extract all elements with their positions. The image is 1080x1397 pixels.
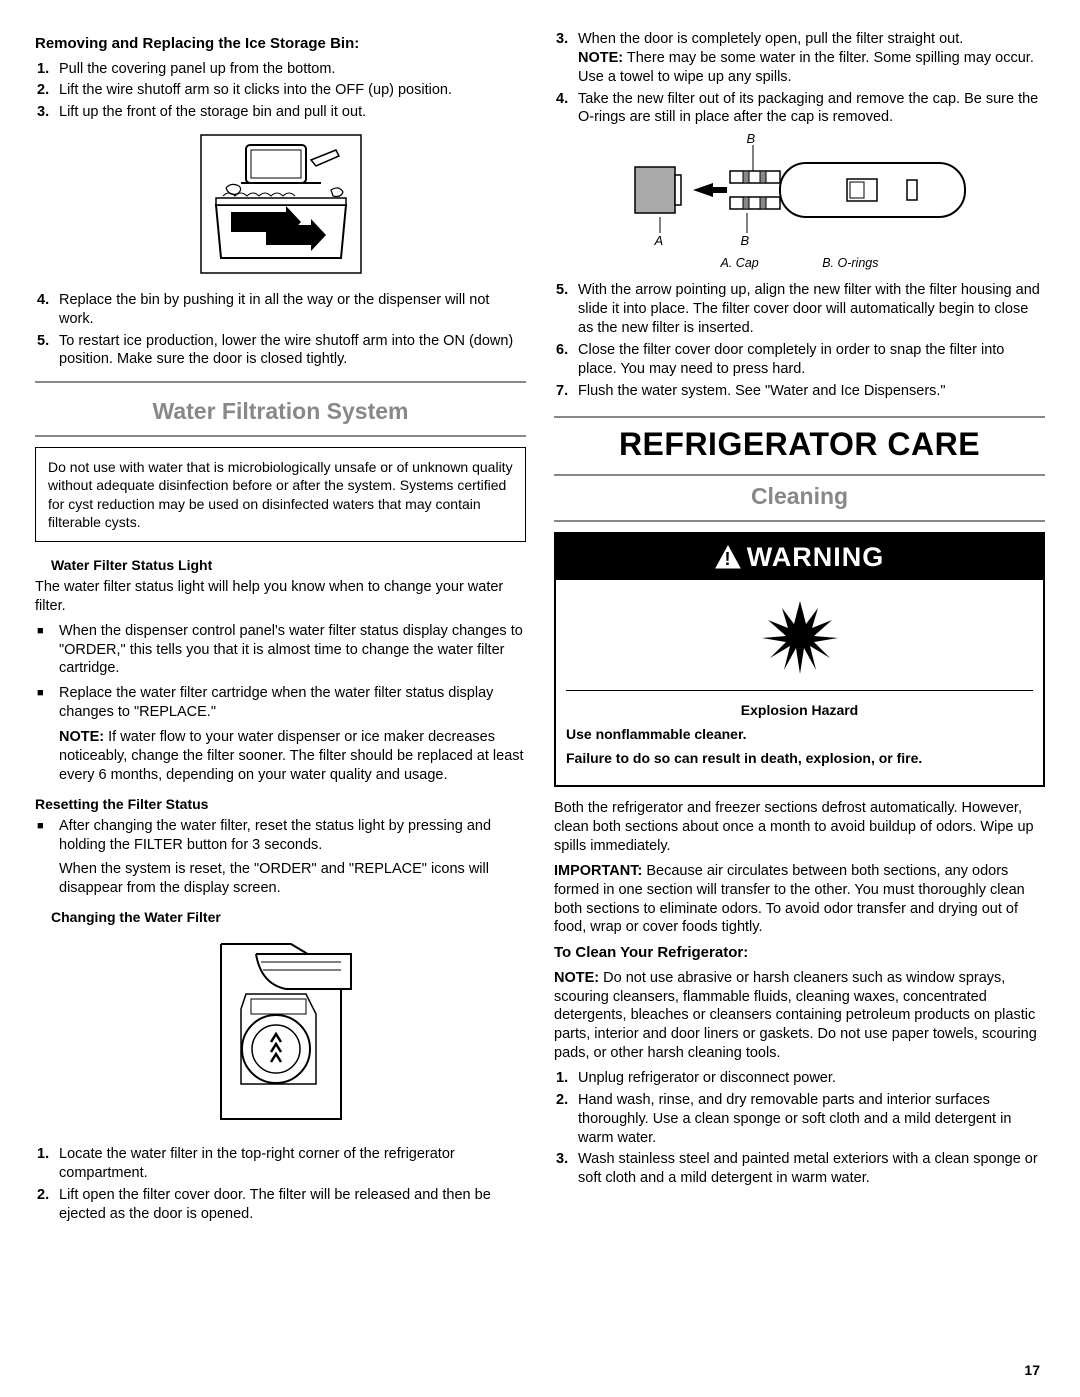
page-number: 17 (1024, 1361, 1040, 1379)
explosion-icon-row (566, 588, 1033, 691)
change-filter-cont-steps-1: 3. When the door is completely open, pul… (554, 30, 1045, 127)
refrigerator-care-title: REFRIGERATOR CARE (554, 424, 1045, 466)
to-clean-heading: To Clean Your Refrigerator: (554, 943, 1045, 963)
cleaning-para-1: Both the refrigerator and freezer sectio… (554, 799, 1045, 856)
filter-door-figure (35, 934, 526, 1135)
list-item: ■Replace the water filter cartridge when… (35, 684, 526, 722)
list-item: 3.Lift up the front of the storage bin a… (35, 103, 526, 122)
change-filter-heading: Changing the Water Filter (51, 908, 526, 926)
list-item: 5.With the arrow pointing up, align the … (554, 281, 1045, 338)
cleaning-title: Cleaning (554, 482, 1045, 512)
list-item: 3.Wash stainless steel and painted metal… (554, 1150, 1045, 1188)
change-filter-cont-steps-2: 5.With the arrow pointing up, align the … (554, 281, 1045, 400)
reset-heading: Resetting the Filter Status (35, 795, 526, 813)
list-item: 1.Unplug refrigerator or disconnect powe… (554, 1069, 1045, 1088)
list-item: 4.Take the new filter out of its packagi… (554, 90, 1045, 128)
remove-bin-heading: Removing and Replacing the Ice Storage B… (35, 34, 526, 54)
cleaning-important: IMPORTANT: Because air circulates betwee… (554, 862, 1045, 937)
filtration-callout: Do not use with water that is microbiolo… (35, 447, 526, 542)
warning-box: ! WARNING Explosion Hazard Use nonflamma… (554, 532, 1045, 788)
page-columns: Removing and Replacing the Ice Storage B… (35, 30, 1045, 1229)
status-light-note: NOTE: If water flow to your water dispen… (35, 728, 526, 785)
list-item: 7.Flush the water system. See "Water and… (554, 382, 1045, 401)
status-light-bullets: ■When the dispenser control panel's wate… (35, 622, 526, 722)
warning-text: Explosion Hazard Use nonflammable cleane… (566, 701, 1033, 768)
cap-labels: A. Cap B. O-rings (554, 255, 1045, 271)
right-column: 3. When the door is completely open, pul… (554, 30, 1045, 1229)
reset-bullets: ■After changing the water filter, reset … (35, 817, 526, 855)
explosion-icon (760, 596, 840, 674)
status-light-heading: Water Filter Status Light (51, 556, 526, 574)
ice-bin-figure (35, 130, 526, 281)
list-item: 2.Hand wash, rinse, and dry removable pa… (554, 1091, 1045, 1148)
list-item: 2.Lift open the filter cover door. The f… (35, 1186, 526, 1224)
remove-bin-steps-1: 1.Pull the covering panel up from the bo… (35, 60, 526, 123)
cleaning-note: NOTE: Do not use abrasive or harsh clean… (554, 969, 1045, 1063)
list-item: 1.Pull the covering panel up from the bo… (35, 60, 526, 79)
status-light-intro: The water filter status light will help … (35, 578, 526, 616)
list-item: 1.Locate the water filter in the top-rig… (35, 1145, 526, 1183)
cleaning-steps: 1.Unplug refrigerator or disconnect powe… (554, 1069, 1045, 1188)
warning-header: ! WARNING (556, 534, 1043, 580)
list-item: 4.Replace the bin by pushing it in all t… (35, 291, 526, 329)
care-title-wrap: REFRIGERATOR CARE (554, 416, 1045, 476)
list-item: 3. When the door is completely open, pul… (554, 30, 1045, 87)
left-column: Removing and Replacing the Ice Storage B… (35, 30, 526, 1229)
reset-para: When the system is reset, the "ORDER" an… (35, 860, 526, 898)
warning-triangle-icon: ! (715, 545, 741, 569)
water-filtration-title: Water Filtration System (35, 397, 526, 427)
list-item: 5.To restart ice production, lower the w… (35, 332, 526, 370)
filter-cap-figure: B A B A. Cap B. O-rings (554, 135, 1045, 271)
remove-bin-steps-2: 4.Replace the bin by pushing it in all t… (35, 291, 526, 369)
change-filter-steps: 1.Locate the water filter in the top-rig… (35, 1145, 526, 1223)
svg-text:!: ! (724, 549, 731, 569)
list-item: 2.Lift the wire shutoff arm so it clicks… (35, 81, 526, 100)
list-item: 6.Close the filter cover door completely… (554, 341, 1045, 379)
list-item: ■After changing the water filter, reset … (35, 817, 526, 855)
list-item: ■When the dispenser control panel's wate… (35, 622, 526, 679)
